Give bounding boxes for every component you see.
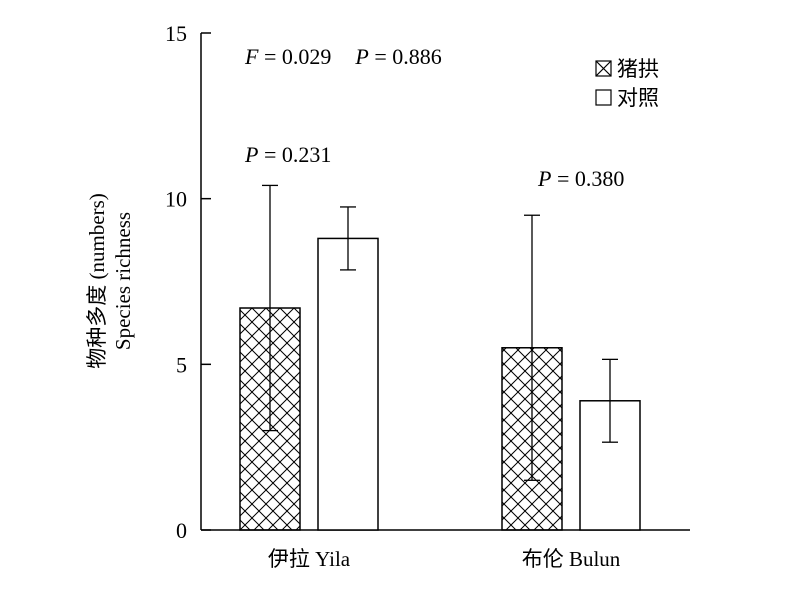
- legend-label-control: 对照: [617, 86, 659, 110]
- y-axis-title-en: Species richness: [111, 212, 135, 350]
- legend-swatch-control: [595, 89, 612, 106]
- y-tick-label: 5: [176, 352, 187, 377]
- y-axis-title-cn: 物种多度 (numbers): [85, 193, 109, 369]
- p-yila-label: P: [244, 142, 258, 167]
- p-overall-label: P: [354, 44, 368, 69]
- f-label: F: [244, 44, 259, 69]
- bar-control-0: [317, 237, 379, 531]
- p-yila-value: = 0.231: [258, 142, 331, 167]
- f-value: = 0.029: [258, 44, 331, 69]
- p-annotation-yila: P = 0.231: [244, 142, 331, 167]
- p-bulun-value: = 0.380: [551, 166, 624, 191]
- category-label-0: 伊拉 Yila: [268, 547, 351, 571]
- legend-label-rooting: 猪拱: [617, 57, 659, 81]
- legend-swatch-rooting-cross-b: [595, 60, 612, 77]
- y-tick-label: 15: [165, 21, 187, 46]
- overall-stats-annotation: F = 0.029 P = 0.886: [244, 44, 442, 69]
- y-tick-label: 0: [176, 518, 187, 543]
- p-bulun-label: P: [537, 166, 551, 191]
- legend: 猪拱 对照: [595, 57, 659, 110]
- p-annotation-bulun: P = 0.380: [537, 166, 624, 191]
- y-tick-label: 10: [165, 187, 187, 212]
- p-overall-value: = 0.886: [369, 44, 442, 69]
- category-label-1: 布伦 Bulun: [522, 547, 621, 571]
